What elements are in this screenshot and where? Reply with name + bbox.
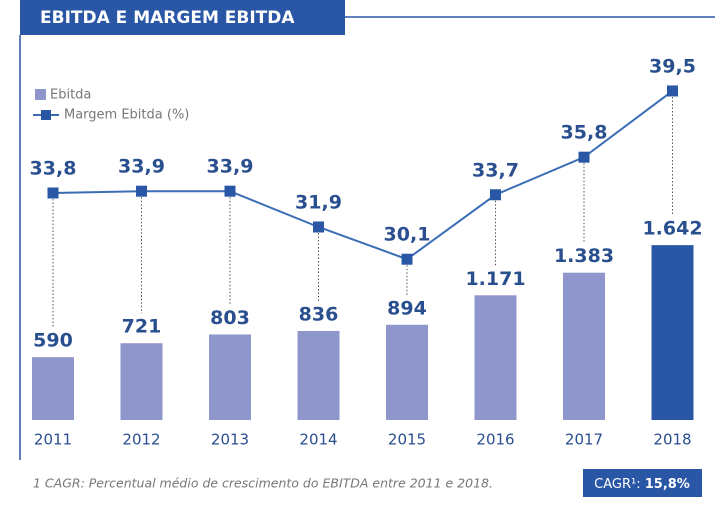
cagr-label: CAGR¹: bbox=[594, 477, 640, 492]
footnote: 1 CAGR: Percentual médio de crescimento … bbox=[33, 476, 493, 491]
line-value-label: 30,1 bbox=[384, 224, 431, 246]
line bbox=[52, 90, 674, 261]
line-marker bbox=[313, 221, 324, 233]
bar bbox=[651, 245, 694, 420]
x-tick-label: 2012 bbox=[122, 431, 160, 449]
legend-swatch bbox=[35, 89, 46, 100]
line-marker bbox=[47, 187, 59, 199]
cagr-box bbox=[583, 469, 702, 497]
bar-value-label: 721 bbox=[122, 316, 162, 338]
x-tick-label: 2018 bbox=[653, 431, 691, 449]
line-marker bbox=[490, 189, 501, 201]
line-value-label: 33,9 bbox=[207, 156, 254, 178]
bar-value-label: 803 bbox=[210, 307, 250, 329]
x-tick-label: 2017 bbox=[565, 431, 603, 449]
bar-value-label: 1.642 bbox=[642, 218, 702, 240]
bar-value-label: 836 bbox=[299, 303, 339, 325]
legend-label: Margem Ebitda (%) bbox=[64, 108, 189, 123]
x-tick-label: 2016 bbox=[476, 431, 514, 449]
line-value-label: 39,5 bbox=[649, 55, 696, 77]
line-value-label: 33,9 bbox=[118, 156, 165, 178]
line-value-label: 35,8 bbox=[561, 122, 608, 144]
line-value-label: 33,7 bbox=[472, 159, 519, 181]
line-marker bbox=[667, 85, 678, 97]
x-tick-label: 2015 bbox=[388, 431, 426, 449]
x-tick-label: 2013 bbox=[211, 431, 249, 449]
bar bbox=[120, 343, 163, 420]
line-marker bbox=[136, 185, 147, 197]
bar-value-label: 894 bbox=[387, 297, 427, 319]
legend-marker bbox=[41, 110, 51, 120]
bar bbox=[297, 330, 340, 420]
bar-value-label: 1.383 bbox=[554, 245, 614, 267]
x-tick-label: 2011 bbox=[34, 431, 72, 449]
bar bbox=[386, 324, 428, 420]
bar bbox=[209, 334, 251, 420]
line-value-label: 33,8 bbox=[30, 157, 77, 179]
bar-value-label: 590 bbox=[33, 330, 73, 352]
bar-value-label: 1.171 bbox=[465, 268, 525, 290]
cagr-value: 15,8% bbox=[645, 477, 690, 492]
line-marker bbox=[578, 151, 590, 163]
line-marker bbox=[401, 253, 413, 265]
chart-title: EBITDA E MARGEM EBITDA bbox=[40, 8, 295, 28]
line-value-label: 31,9 bbox=[295, 191, 342, 213]
line-marker bbox=[224, 185, 236, 197]
title-banner bbox=[20, 0, 345, 35]
x-tick-label: 2014 bbox=[299, 431, 337, 449]
bar bbox=[474, 295, 517, 420]
bar bbox=[563, 272, 605, 420]
bar bbox=[32, 357, 74, 420]
legend-label: Ebitda bbox=[50, 88, 91, 103]
cagr: CAGR¹: 15,8% bbox=[594, 477, 690, 492]
